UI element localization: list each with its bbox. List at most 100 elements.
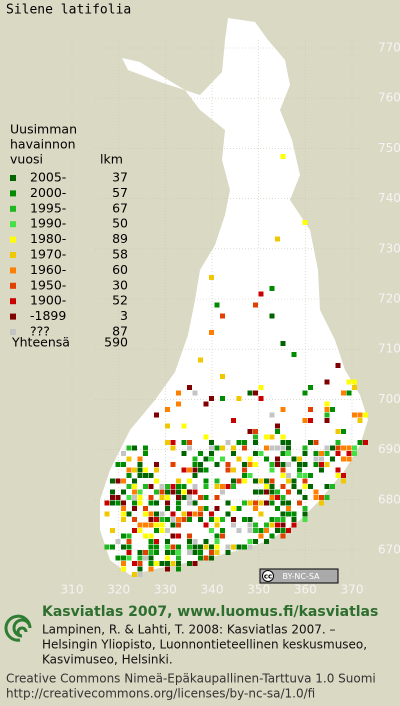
observation-square — [198, 555, 203, 561]
observation-square — [231, 445, 236, 451]
observation-square — [231, 484, 236, 489]
observation-square — [313, 451, 319, 456]
legend-header: Uusimman — [10, 122, 77, 137]
observation-square — [297, 473, 302, 478]
observation-square — [286, 528, 291, 533]
observation-square — [286, 462, 291, 467]
observation-square — [264, 478, 269, 484]
x-tick-label: 310 — [61, 583, 84, 597]
legend-swatch — [10, 175, 16, 181]
observation-square — [165, 407, 170, 412]
observation-square — [291, 511, 297, 517]
legend-swatch — [10, 313, 16, 320]
observation-square — [346, 390, 352, 396]
observation-square — [225, 462, 231, 467]
observation-square — [214, 302, 220, 308]
observation-square — [258, 396, 264, 401]
observation-square — [170, 445, 176, 451]
observation-square — [335, 473, 341, 478]
observation-square — [324, 407, 330, 412]
observation-square — [280, 473, 286, 478]
observation-square — [302, 511, 308, 517]
observation-square — [132, 500, 137, 506]
observation-square — [231, 451, 236, 456]
observation-square — [143, 451, 148, 456]
observation-square — [121, 489, 126, 495]
observation-square — [242, 445, 247, 451]
legend-swatch — [10, 329, 16, 335]
observation-square — [181, 423, 187, 429]
observation-square — [198, 511, 203, 517]
observation-square — [269, 445, 275, 451]
legend-count: 87 — [112, 324, 128, 339]
observation-square — [137, 473, 143, 478]
observation-square — [264, 484, 269, 489]
observation-square — [357, 440, 363, 445]
observation-square — [110, 528, 115, 533]
observation-square — [324, 379, 330, 385]
observation-square — [181, 489, 187, 495]
observation-square — [126, 539, 132, 544]
observation-square — [187, 478, 192, 484]
observation-square — [121, 478, 126, 484]
legend-count: 67 — [112, 200, 128, 215]
observation-square — [154, 528, 159, 533]
legend-label: 1980- — [30, 231, 66, 246]
observation-square — [242, 517, 247, 522]
observation-square — [341, 473, 346, 478]
observation-square — [181, 467, 187, 473]
observation-square — [308, 418, 313, 423]
observation-square — [247, 462, 253, 467]
license-badge: cc BY-NC-SA — [259, 568, 339, 584]
observation-square — [253, 390, 258, 396]
observation-square — [286, 489, 291, 495]
observation-square — [187, 500, 192, 506]
observation-square — [242, 440, 247, 445]
observation-square — [203, 544, 209, 550]
observation-square — [275, 495, 280, 500]
observation-square — [132, 445, 137, 451]
observation-square — [115, 462, 121, 467]
observation-square — [324, 445, 330, 451]
observation-square — [192, 489, 198, 495]
observation-square — [181, 451, 187, 456]
observation-square — [176, 517, 181, 522]
observation-square — [297, 462, 302, 467]
observation-square — [132, 572, 137, 577]
observation-square — [308, 473, 313, 478]
observation-square — [247, 429, 253, 434]
observation-square — [286, 511, 291, 517]
observation-square — [170, 550, 176, 555]
observation-square — [176, 478, 181, 484]
observation-square — [247, 539, 253, 544]
observation-square — [324, 401, 330, 407]
x-tick-label: 370 — [341, 583, 364, 597]
legend-count: 58 — [112, 247, 128, 262]
observation-square — [280, 495, 286, 500]
observation-square — [192, 390, 198, 396]
observation-square — [137, 456, 143, 462]
observation-square — [154, 544, 159, 550]
observation-square — [313, 462, 319, 467]
observation-square — [275, 429, 280, 434]
observation-square — [165, 423, 170, 429]
observation-square — [253, 451, 258, 456]
observation-square — [176, 484, 181, 489]
observation-square — [209, 275, 214, 280]
observation-square — [286, 445, 291, 451]
x-tick-label: 320 — [107, 583, 130, 597]
observation-square — [137, 550, 143, 555]
observation-square — [258, 533, 264, 539]
observation-square — [192, 473, 198, 478]
observation-square — [176, 489, 181, 495]
observation-square — [269, 489, 275, 495]
observation-square — [165, 489, 170, 495]
observation-square — [269, 495, 275, 500]
y-tick-label: 730 — [378, 241, 400, 255]
observation-square — [280, 407, 286, 412]
observation-square — [126, 544, 132, 550]
observation-square — [115, 555, 121, 561]
observation-square — [247, 544, 253, 550]
observation-square — [203, 456, 209, 462]
observation-square — [291, 456, 297, 462]
